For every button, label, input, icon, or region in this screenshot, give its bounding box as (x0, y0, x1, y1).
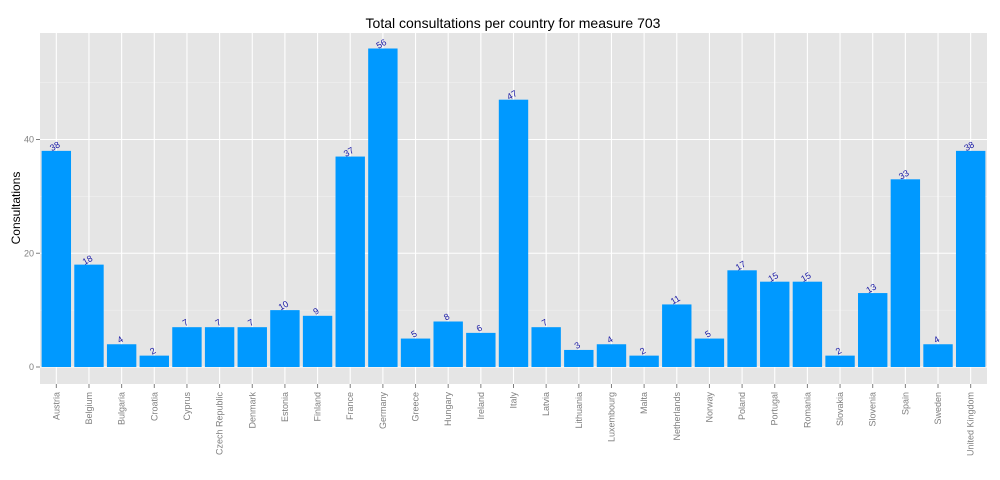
bar-norway (694, 338, 725, 367)
x-tick-label: Slovakia (835, 392, 845, 426)
x-tick-label: Italy (509, 392, 519, 409)
x-axis: Austria Belgium Bulgaria Croatia Cyprus Czech… (51, 384, 976, 456)
data-label: 38 (48, 139, 62, 153)
data-label: 56 (375, 37, 389, 51)
bar-malta (629, 355, 659, 367)
chart-title: Total consultations per country for meas… (366, 15, 661, 31)
x-tick-label: Belgium (84, 392, 94, 425)
data-label: 10 (277, 299, 291, 313)
bar-slovakia (825, 355, 855, 367)
data-labels-group: 38 18 4 2 7 7 7 10 9 37 56 5 8 6 47 7 3 4 2 11 5 17 15 15 2 13 33 4… (48, 37, 976, 357)
data-label: 18 (81, 253, 95, 267)
x-tick-label: Estonia (280, 392, 290, 422)
bar-romania (792, 281, 823, 367)
bar-finland (302, 315, 333, 367)
x-tick-label: Poland (737, 392, 747, 420)
data-label: 7 (246, 317, 255, 328)
x-tick-label: Netherlands (672, 392, 682, 441)
bar-united-kingdom (955, 150, 986, 367)
x-tick-label: Slovenia (868, 392, 878, 427)
x-tick-label: Germany (378, 392, 388, 430)
x-tick-label: Austria (51, 392, 61, 420)
data-label: 2 (148, 345, 157, 356)
bar-bulgaria (106, 344, 137, 367)
y-tick-label: 0 (29, 362, 34, 372)
x-tick-label: United Kingdom (966, 392, 976, 456)
bar-estonia (270, 310, 300, 367)
bar-hungary (433, 321, 463, 367)
bar-cyprus (172, 327, 202, 367)
bar-slovenia (858, 293, 888, 367)
bar-austria (41, 150, 72, 367)
data-label: 17 (734, 259, 748, 273)
x-tick-label: Croatia (149, 392, 159, 421)
data-label: 3 (573, 340, 582, 351)
data-label: 4 (115, 334, 124, 345)
bar-italy (498, 99, 529, 367)
data-label: 47 (505, 88, 519, 102)
x-tick-label: Czech Republic (215, 392, 225, 456)
x-tick-label: Hungary (443, 392, 453, 427)
data-label: 15 (766, 270, 780, 284)
data-label: 8 (442, 311, 451, 322)
bar-netherlands (662, 304, 692, 367)
data-label: 7 (213, 317, 222, 328)
x-tick-label: Portugal (770, 392, 780, 426)
x-tick-label: Ireland (476, 392, 486, 420)
data-label: 5 (703, 328, 712, 339)
data-label: 4 (932, 334, 941, 345)
data-label: 6 (475, 323, 484, 334)
x-tick-label: Lithuania (574, 392, 584, 429)
data-label: 4 (605, 334, 614, 345)
bar-germany (368, 48, 398, 367)
bar-france (335, 156, 365, 367)
x-tick-label: Malta (639, 392, 649, 414)
y-tick-label: 40 (24, 135, 34, 145)
data-label: 7 (540, 317, 549, 328)
data-label: 11 (669, 293, 682, 306)
x-tick-label: Finland (313, 392, 323, 422)
bar-portugal (760, 281, 790, 367)
bar-poland (727, 270, 757, 367)
x-tick-label: Denmark (247, 392, 257, 429)
x-tick-label: Norway (704, 392, 714, 423)
bar-latvia (531, 327, 561, 367)
bar-ireland (466, 332, 496, 367)
bar-croatia (139, 355, 169, 367)
bar-luxembourg (596, 344, 627, 367)
data-label: 2 (638, 345, 647, 356)
x-tick-label: Romania (802, 392, 812, 428)
x-tick-label: Greece (411, 392, 421, 422)
bar-greece (400, 338, 431, 367)
data-label: 33 (897, 168, 911, 182)
bar-lithuania (564, 349, 594, 367)
bar-denmark (237, 327, 267, 367)
data-label: 2 (834, 345, 843, 356)
data-label: 7 (181, 317, 190, 328)
data-label: 15 (799, 270, 813, 284)
bars-group (41, 48, 986, 367)
x-tick-label: Sweden (933, 392, 943, 425)
x-tick-label: France (345, 392, 355, 420)
bar-czech-republic (204, 327, 235, 367)
x-tick-label: Luxembourg (606, 392, 616, 442)
x-tick-label: Spain (900, 392, 910, 415)
x-tick-label: Cyprus (182, 392, 192, 421)
data-label: 37 (342, 145, 356, 159)
bar-belgium (74, 264, 104, 367)
y-axis: 0 20 40 (24, 135, 40, 372)
bar-spain (890, 179, 921, 367)
data-label: 13 (864, 282, 878, 296)
bar-sweden (923, 344, 953, 367)
data-label: 9 (311, 306, 320, 317)
x-tick-label: Bulgaria (117, 392, 127, 425)
data-label: 38 (962, 139, 976, 153)
x-tick-label: Latvia (541, 392, 551, 416)
data-label: 5 (409, 328, 418, 339)
y-tick-label: 20 (24, 248, 34, 258)
y-axis-label: Consultations (9, 172, 23, 245)
